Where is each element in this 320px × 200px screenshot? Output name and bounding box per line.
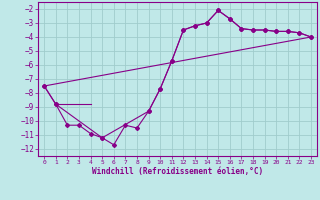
- X-axis label: Windchill (Refroidissement éolien,°C): Windchill (Refroidissement éolien,°C): [92, 167, 263, 176]
